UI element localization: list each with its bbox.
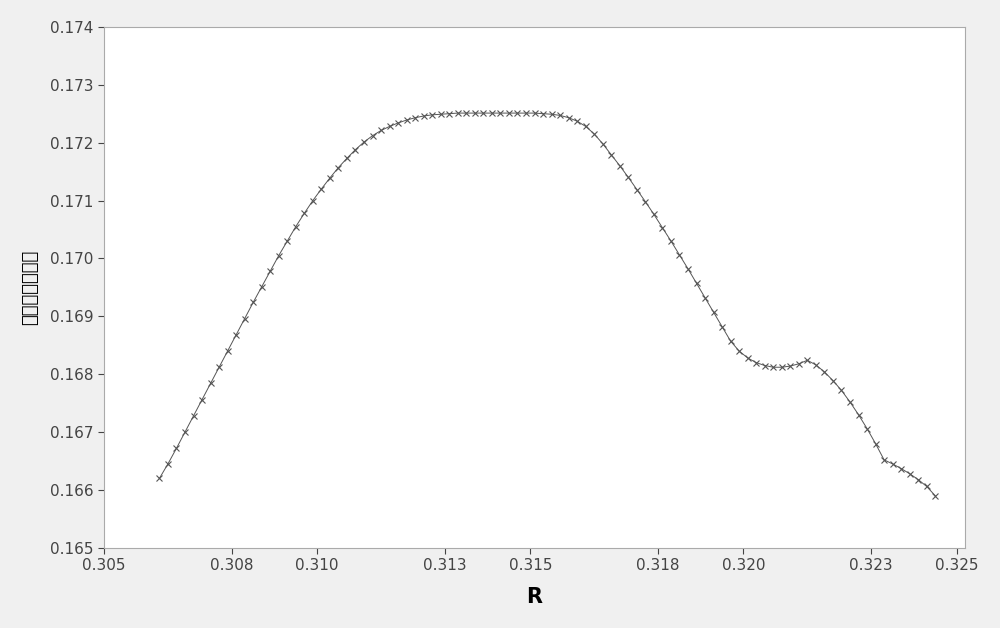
Y-axis label: 绝对禁带相对值: 绝对禁带相对值 <box>21 250 39 325</box>
X-axis label: R: R <box>527 587 543 607</box>
